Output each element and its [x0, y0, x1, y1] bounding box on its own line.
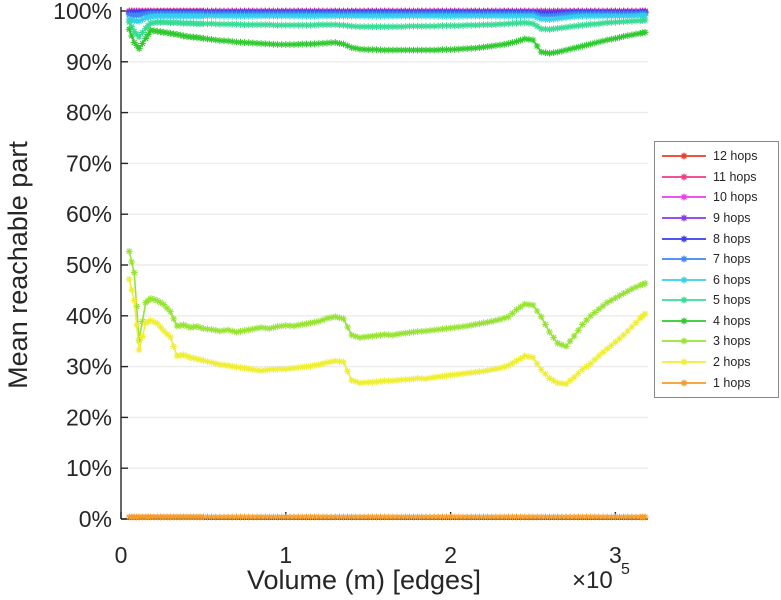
legend-asterisk-marker — [680, 255, 688, 263]
legend-label: 4 hops — [713, 313, 751, 328]
y-tick-label: 80% — [66, 100, 112, 126]
legend-line-sample — [662, 276, 706, 284]
y-tick-label: 20% — [66, 404, 112, 430]
series-markers — [125, 25, 649, 57]
series-4-hops — [125, 25, 649, 57]
legend-asterisk-marker — [680, 173, 688, 181]
legend-asterisk-marker — [680, 276, 688, 284]
legend-item-9-hops: 9 hops — [655, 208, 778, 228]
data-series — [125, 7, 649, 521]
series-5-hops — [125, 16, 649, 41]
legend-item-6-hops: 6 hops — [655, 270, 778, 290]
legend-item-8-hops: 8 hops — [655, 229, 778, 249]
x-axis-exponent-base: ×10 — [572, 567, 613, 594]
legend-label: 12 hops — [713, 149, 758, 164]
y-tick-label: 40% — [66, 303, 112, 329]
legend-asterisk-marker — [680, 379, 688, 387]
series-markers — [125, 16, 649, 41]
legend-asterisk-marker — [680, 152, 688, 160]
y-tick-label: 50% — [66, 252, 112, 278]
legend-line-sample — [662, 214, 706, 222]
legend: 12 hops 11 hops 10 hops 9 hops 8 hops 7 hops 6… — [654, 141, 779, 398]
legend-label: 8 hops — [713, 231, 751, 246]
tick-labels: 0% 10% 20% 30% 40% 50% 60% 70% 80% 90% 100% 0 1 2 3 — [53, 0, 622, 568]
y-axis-label: Mean reachable part — [3, 141, 33, 389]
legend-item-12-hops: 12 hops — [655, 146, 778, 166]
legend-item-5-hops: 5 hops — [655, 290, 778, 310]
series-3-hops — [125, 247, 649, 350]
y-tick-label: 100% — [53, 0, 112, 24]
series-markers — [125, 247, 649, 350]
series-markers — [125, 275, 649, 388]
legend-line-sample — [662, 296, 706, 304]
legend-label: 9 hops — [713, 211, 751, 226]
legend-label: 1 hops — [713, 375, 751, 390]
series-6-hops — [125, 12, 649, 25]
y-tick-label: 60% — [66, 201, 112, 227]
legend-line-sample — [662, 173, 706, 181]
legend-asterisk-marker — [680, 338, 688, 345]
legend-item-4-hops: 4 hops — [655, 311, 778, 331]
legend-item-10-hops: 10 hops — [655, 187, 778, 207]
legend-label: 10 hops — [713, 190, 758, 205]
y-tick-label: 70% — [66, 150, 112, 176]
legend-line-sample — [662, 152, 706, 160]
legend-item-1-hops: 1 hops — [655, 373, 778, 393]
legend-label: 5 hops — [713, 293, 751, 308]
legend-line-sample — [662, 358, 706, 366]
x-tick-label: 3 — [609, 542, 622, 568]
legend-label: 3 hops — [713, 334, 751, 349]
legend-asterisk-marker — [680, 235, 688, 242]
legend-label: 7 hops — [713, 252, 751, 267]
legend-line-sample — [662, 317, 706, 325]
legend-line-sample — [662, 338, 706, 345]
y-tick-label: 10% — [66, 455, 112, 481]
legend-asterisk-marker — [680, 296, 688, 304]
legend-asterisk-marker — [680, 214, 688, 222]
axes — [120, 7, 648, 520]
legend-line-sample — [662, 194, 706, 201]
legend-asterisk-marker — [680, 358, 688, 366]
y-tick-label: 90% — [66, 49, 112, 75]
legend-item-2-hops: 2 hops — [655, 352, 778, 372]
legend-label: 11 hops — [713, 169, 757, 184]
legend-line-sample — [662, 379, 706, 387]
legend-asterisk-marker — [680, 317, 688, 325]
y-tick-label: 0% — [79, 506, 112, 532]
legend-label: 6 hops — [713, 272, 751, 287]
x-tick-label: 0 — [115, 542, 128, 568]
legend-label: 2 hops — [713, 355, 751, 370]
legend-asterisk-marker — [680, 194, 688, 201]
series-line — [128, 279, 646, 385]
y-tick-label: 30% — [66, 354, 112, 380]
legend-item-7-hops: 7 hops — [655, 249, 778, 269]
legend-item-3-hops: 3 hops — [655, 331, 778, 351]
x-tick-label: 1 — [279, 542, 292, 568]
gridlines — [121, 10, 648, 520]
series-1-hops — [125, 513, 649, 521]
series-2-hops — [125, 275, 649, 388]
series-markers — [125, 513, 649, 521]
legend-line-sample — [662, 255, 706, 263]
x-axis-exponent-power: 5 — [621, 561, 630, 578]
x-tick-label: 2 — [444, 542, 457, 568]
x-axis-label: Volume (m) [edges] — [247, 565, 481, 595]
legend-line-sample — [662, 235, 706, 242]
legend-item-11-hops: 11 hops — [655, 167, 778, 187]
